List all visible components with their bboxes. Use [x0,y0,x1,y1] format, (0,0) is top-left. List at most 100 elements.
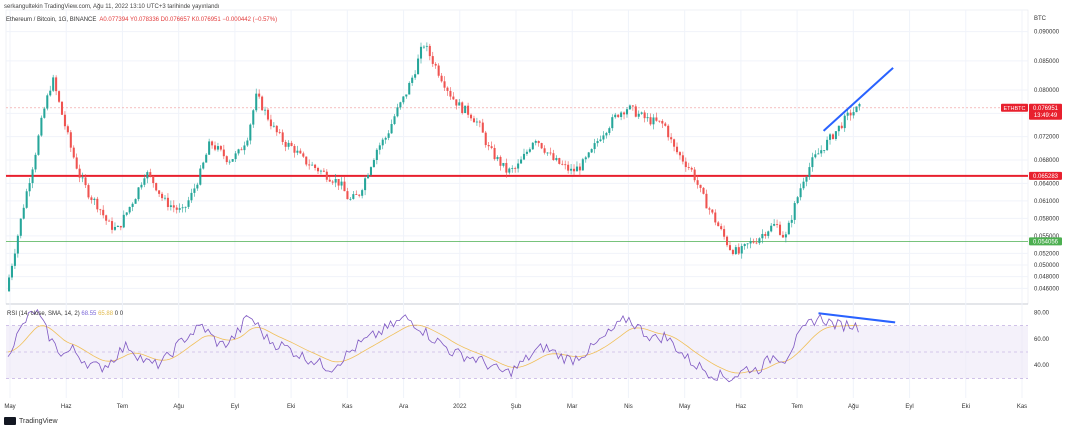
candle-body [561,163,564,165]
candle-body [793,203,796,220]
candle-body [211,141,214,146]
candle-body [361,190,364,196]
candle-body [693,169,696,181]
candle-body [13,253,16,266]
candle-body [467,105,470,115]
candle-body [169,205,172,207]
candle-body [375,149,378,160]
rsi-pane [6,308,1028,383]
resistance-badge-bg [1029,171,1062,180]
candle-body [684,161,687,168]
candle-body [564,164,567,166]
rsi-tick-label: 60.00 [1034,337,1050,343]
candle-body [534,140,537,143]
candle-body [726,236,729,246]
candle-body [205,154,208,163]
support-badge-bg [1029,237,1062,246]
symbol-tag-bg [1001,103,1028,112]
candle-body [664,123,667,126]
candle-body [337,179,340,186]
price-tick-label: 0.072000 [1034,135,1060,141]
candle-body [778,224,782,235]
candle-body [829,134,832,140]
candle-body [328,179,331,182]
candle-body [558,158,561,164]
candle-body [652,117,655,125]
candle-body [81,177,84,179]
candle-body [528,149,531,152]
brand-name: TradingView [19,417,58,425]
candle-body [46,95,49,109]
candle-body [249,124,252,141]
time-tick-label: Ara [399,404,409,410]
candle-body [325,171,328,180]
candle-body [681,155,684,162]
price-tick-label: 0.068000 [1034,158,1060,164]
candle-body [614,114,617,118]
candle-body [858,104,861,107]
candle-body [225,156,228,163]
candle-body [193,188,196,193]
candle-body [16,235,19,254]
rsi-label[interactable]: RSI (14, close, SMA, 14, 2) [7,311,80,317]
rsi-zeros: 0 0 [114,311,124,317]
candle-body [740,246,743,254]
candle-body [408,82,411,95]
candle-body [723,229,726,237]
candle-body [817,153,820,155]
candle-body [222,149,225,157]
candle-body [796,197,799,204]
candle-body [517,163,520,169]
candle-body [246,140,249,146]
candle-body [384,137,387,140]
candle-body [275,125,278,133]
candle-body [187,200,190,207]
candle-body [522,153,526,160]
candle-body [37,135,40,155]
time-tick-label: Şub [511,404,522,410]
candle-body [196,184,199,189]
candle-body [620,112,623,118]
time-tick-label: Eki [962,404,970,410]
candle-body [737,247,740,254]
candle-body [308,164,311,166]
candle-body [434,63,437,66]
candle-body [208,141,211,155]
candle-body [316,167,320,172]
candle-body [202,162,205,169]
candle-body [658,120,661,122]
candle-body [199,168,202,185]
candle-body [393,116,396,125]
candle-body [637,113,640,117]
candle-body [243,145,246,151]
candle-body [158,190,161,194]
candle-body [93,198,96,200]
candle-body [499,156,502,166]
candle-body [90,197,93,200]
candle-body [105,215,108,221]
candle-body [758,238,761,244]
candle-body [811,157,814,168]
candle-body [25,191,28,208]
candle-body [764,233,767,236]
price-tick-label: 0.050000 [1034,263,1060,269]
candle-body [437,65,440,76]
candle-body [364,178,367,191]
candle-body [149,172,152,176]
candle-body [575,166,578,172]
candle-body [72,147,75,158]
candle-body [646,117,649,119]
candle-body [228,161,231,163]
candle-body [190,192,193,201]
countdown-badge: 13:49:49 [1034,113,1058,119]
price-tick-label: 0.064000 [1034,181,1060,187]
candle-body [784,234,787,238]
candle-body [711,209,714,213]
time-tick-label: Eki [287,404,295,410]
candle-body [720,226,723,230]
candle-body [469,114,473,119]
symbol-name[interactable]: Ethereum / Bitcoin, 1G, BINANCE [6,17,97,23]
candle-body [108,220,111,222]
